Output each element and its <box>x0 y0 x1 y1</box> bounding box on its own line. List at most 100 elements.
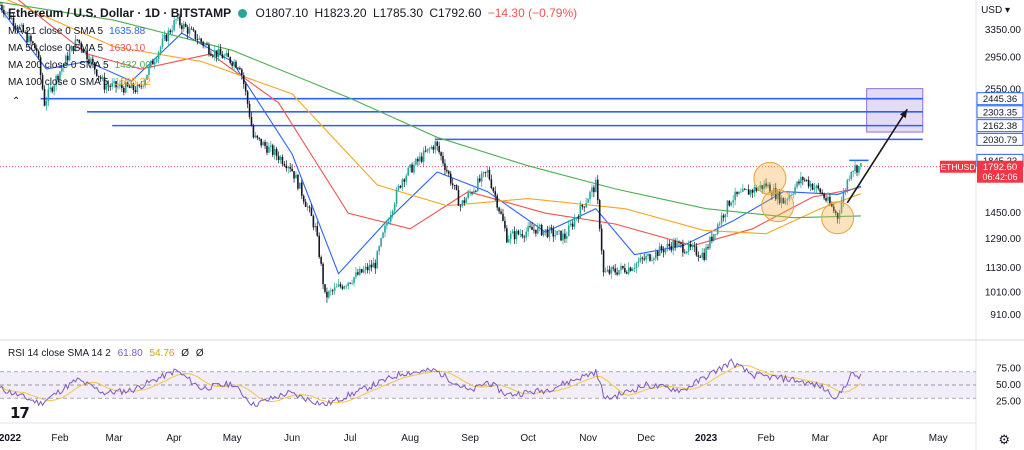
candle-body <box>786 199 789 201</box>
time-tick-label: Jun <box>284 433 300 444</box>
symbol-title[interactable]: Ethereum / U.S. Dollar · 1D · BITSTAMP <box>8 6 232 20</box>
candle-body <box>840 201 843 213</box>
candle-body <box>798 181 800 184</box>
candle-body <box>457 189 460 206</box>
rsi-na-b: Ø <box>195 348 204 359</box>
candle-body <box>844 190 847 193</box>
candle-body <box>270 145 272 147</box>
ma-legend-50[interactable]: MA 50 close 0 SMA 5 1630.10 <box>8 43 145 54</box>
candle-body <box>753 187 756 193</box>
candle-body <box>370 264 373 268</box>
candle-body <box>186 26 189 34</box>
candle-body <box>459 205 462 207</box>
candle-body <box>418 156 421 162</box>
candle-body <box>651 259 653 261</box>
candle-body <box>701 252 704 258</box>
candle-body <box>529 226 531 228</box>
candle-body <box>755 187 758 191</box>
candle-body <box>426 148 429 152</box>
level-price-tag <box>976 105 1024 119</box>
price-tick-label: 910.00 <box>990 310 1021 321</box>
candle-body <box>355 272 357 278</box>
time-tick-label: Mar <box>106 433 124 444</box>
candle-body <box>589 191 591 200</box>
candle-body <box>184 23 187 27</box>
candle-body <box>289 166 291 169</box>
high-value: H1823.20 <box>314 6 367 20</box>
ma-label: MA 100 close 0 SMA 5 <box>8 77 109 88</box>
candle-body <box>165 34 168 41</box>
candle-body <box>64 55 67 64</box>
ma-legend-200[interactable]: MA 200 close 0 SMA 5 1432.00 <box>8 60 151 71</box>
candle-body <box>198 38 201 40</box>
candle-body <box>802 177 804 180</box>
ma-label: MA 200 close 0 SMA 5 <box>8 60 109 71</box>
candle-body <box>417 158 419 162</box>
candle-body <box>562 233 564 241</box>
ma-legend-21[interactable]: MA 21 close 0 SMA 5 1635.88 <box>8 26 145 37</box>
projection-arrow <box>846 108 908 204</box>
candle-body <box>37 51 40 58</box>
candle-body <box>391 210 394 216</box>
candle-body <box>360 269 363 273</box>
time-tick-label: 2023 <box>695 433 718 444</box>
candle-body <box>14 25 17 28</box>
candle-body <box>440 152 442 156</box>
currency-select[interactable]: USD ▾ <box>981 5 1010 16</box>
candle-body <box>515 230 518 240</box>
candle-body <box>5 12 7 15</box>
candle-body <box>620 266 622 271</box>
time-tick-label: Sep <box>461 433 479 444</box>
candle-body <box>819 188 822 193</box>
candle-body <box>380 238 382 247</box>
candle-body <box>848 179 851 180</box>
candle-body <box>827 196 829 201</box>
gear-icon[interactable]: ⚙ <box>998 432 1010 447</box>
candle-body <box>747 189 750 195</box>
candle-body <box>20 24 23 26</box>
market-status-dot <box>238 9 248 18</box>
ma-legend-100[interactable]: MA 100 close 0 SMA 5 1585.32 <box>8 77 151 88</box>
candle-body <box>97 75 100 77</box>
candle-body <box>517 230 520 235</box>
candle-body <box>39 57 42 76</box>
candle-body <box>823 193 825 199</box>
candle-body <box>76 39 79 41</box>
candle-body <box>231 62 233 67</box>
candle-body <box>540 224 543 236</box>
candle-body <box>612 267 615 269</box>
candle-body <box>283 164 286 166</box>
candle-body <box>128 86 131 89</box>
candle-body <box>26 32 28 43</box>
candle-body <box>655 251 657 259</box>
level-price-tag <box>976 132 1024 146</box>
candle-body <box>45 101 48 106</box>
candle-body <box>279 156 282 161</box>
candle-body <box>415 158 417 165</box>
ma-label: MA 21 close 0 SMA 5 <box>8 26 104 37</box>
chart-header: Ethereum / U.S. Dollar · 1D · BITSTAMP O… <box>8 6 580 20</box>
candle-body <box>322 263 324 285</box>
candle-body <box>101 77 104 79</box>
candle-body <box>598 200 601 229</box>
candle-body <box>751 189 754 193</box>
collapse-legend-icon[interactable]: ⌃ <box>12 96 21 107</box>
candle-body <box>161 39 164 47</box>
candle-body <box>227 53 230 58</box>
candle-body <box>132 83 135 91</box>
rsi-line <box>0 358 862 407</box>
candle-body <box>182 23 185 30</box>
candle-body <box>759 185 762 188</box>
candle-body <box>548 227 551 238</box>
rsi-tick-label: 25.00 <box>996 397 1021 408</box>
rsi-legend[interactable]: RSI 14 close SMA 14 2 61.80 54.76 Ø Ø <box>8 348 208 359</box>
candle-body <box>337 284 340 287</box>
time-tick-label: Jul <box>344 433 357 444</box>
time-tick-label: Feb <box>757 433 775 444</box>
candle-body <box>304 201 307 207</box>
candle-body <box>163 34 166 40</box>
candle-body <box>525 231 527 238</box>
candle-body <box>776 191 779 200</box>
change-value: −14.30 (−0.79%) <box>487 6 578 20</box>
